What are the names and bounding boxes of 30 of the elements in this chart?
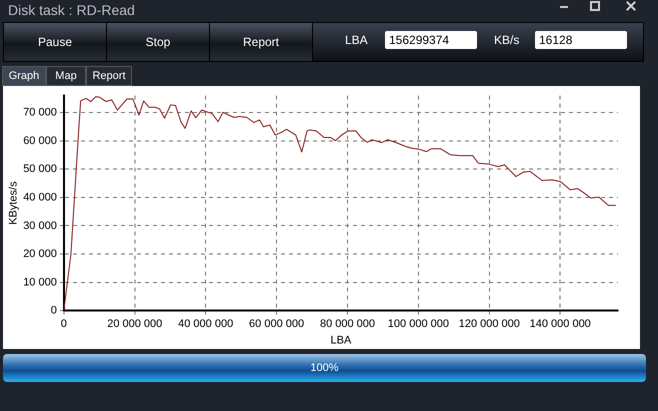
text: LBA: [345, 32, 368, 49]
x-tick-label: 20 000 000: [107, 318, 162, 330]
text: Map: [46, 66, 86, 86]
text: 16128: [535, 31, 627, 49]
y-tick-label: 20 000: [23, 248, 57, 260]
text: Graph: [2, 66, 46, 86]
text: Stop: [106, 22, 210, 62]
chart-title: Disk task : RD-Read: [8, 2, 135, 18]
text: Report: [209, 22, 313, 62]
y-tick-label: 70 000: [23, 106, 57, 119]
y-tick-label: 30 000: [23, 220, 57, 232]
text: 100%: [3, 354, 646, 382]
text: KB/s: [494, 32, 520, 49]
x-tick-label: 120 000 000: [458, 318, 520, 330]
x-axis-title: LBA: [330, 334, 352, 346]
x-tick-label: 140 000 000: [530, 318, 591, 330]
x-tick-label: 60 000 000: [249, 318, 304, 330]
x-tick-label: 40 000 000: [178, 318, 234, 330]
y-tick-label: 50 000: [23, 163, 57, 176]
text: Report: [86, 66, 132, 86]
y-tick-label: 10 000: [23, 276, 57, 288]
y-tick-label: 40 000: [23, 191, 57, 204]
y-axis-title: KBytes/s: [8, 180, 20, 225]
x-tick-label: 80 000 000: [320, 318, 376, 330]
text: Pause: [3, 22, 107, 62]
x-tick-label: 100 000 000: [388, 318, 449, 330]
y-tick-label: 0: [50, 304, 57, 317]
text: 156299374: [385, 31, 477, 49]
y-tick-label: 60 000: [23, 134, 57, 147]
x-tick-label: 0: [60, 318, 67, 330]
